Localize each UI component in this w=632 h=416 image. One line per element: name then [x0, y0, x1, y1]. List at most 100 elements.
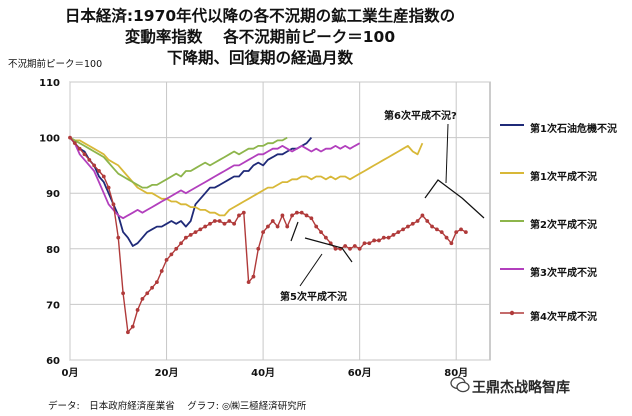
y-tick-label: 90	[46, 189, 60, 200]
series-line-1	[69, 137, 313, 247]
x-tick-label: 20月	[155, 367, 179, 379]
series-point-5	[164, 258, 169, 262]
series-point-5	[266, 224, 270, 229]
series-point-5	[121, 291, 126, 296]
series-point-5	[352, 244, 357, 248]
series-point-5	[198, 227, 203, 232]
series-point-5	[159, 269, 164, 273]
y-axis-label: 不況期前ピーク＝100	[8, 59, 103, 70]
series-point-5	[154, 280, 159, 285]
y-tick-label: 80	[46, 245, 60, 256]
series-point-5	[314, 224, 319, 229]
series-point-5	[439, 230, 444, 235]
annotation-bracket-5th	[290, 221, 353, 263]
series-point-5	[290, 213, 294, 218]
series-point-5	[97, 169, 101, 173]
series-point-5	[111, 202, 116, 207]
series-point-5	[391, 233, 396, 237]
series-point-5	[386, 235, 391, 240]
annotation-label-6th: 第6次平成不況?	[384, 111, 457, 122]
series-point-5	[256, 246, 261, 251]
series-point-5	[280, 213, 285, 218]
series-point-5	[92, 163, 97, 168]
series-point-5	[333, 246, 338, 251]
series-point-5	[319, 230, 323, 235]
series-point-5	[444, 235, 449, 240]
series-layer	[68, 135, 468, 335]
series-point-5	[101, 174, 106, 179]
series-point-5	[275, 224, 280, 229]
chart-title-line-3: 下降期、回復期の経過月数	[166, 49, 353, 67]
legend-label-4: 第3次平成不況	[530, 268, 597, 279]
source-note: データ: 日本政府経済産業省 グラフ: ◎㈱三極経済研究所	[48, 401, 307, 412]
series-point-5	[169, 252, 174, 257]
series-point-5	[430, 224, 434, 229]
chart-title-line-2: 変動率指数 各不況期前ピーク＝100	[124, 28, 396, 46]
series-point-5	[174, 246, 179, 251]
series-point-5	[343, 244, 348, 248]
series-point-5	[130, 324, 135, 329]
series-point-5	[434, 227, 439, 232]
series-point-5	[188, 233, 193, 237]
series-point-5	[454, 230, 459, 235]
series-point-5	[381, 235, 386, 240]
series-point-5	[406, 224, 410, 229]
series-point-5	[309, 216, 314, 221]
series-point-5	[145, 291, 150, 296]
series-line-3	[69, 136, 288, 189]
series-point-5	[232, 221, 237, 226]
y-tick-label: 60	[46, 356, 60, 367]
legend-swatch-3	[500, 220, 524, 222]
axis-layer: 60 70 80 90 100 110 0月 20月 40月 60月 80月	[39, 78, 468, 379]
legend-swatch-2	[500, 172, 524, 174]
y-tick-label: 100	[39, 134, 60, 145]
chart-title: 日本経済:1970年代以降の各不況期の鉱工業生産指数の 変動率指数 各不況期前ピ…	[40, 6, 480, 69]
x-tick-label: 40月	[251, 367, 275, 379]
series-point-5	[87, 157, 92, 162]
annotation-layer	[290, 123, 485, 287]
series-point-5	[377, 238, 381, 243]
x-tick-label: 0月	[62, 367, 79, 379]
series-point-5	[82, 152, 87, 157]
series-point-5	[396, 230, 401, 235]
series-point-5	[449, 241, 454, 246]
legend-label-5: 第4次平成不況	[530, 312, 597, 323]
series-point-5	[217, 219, 222, 223]
x-tick-label: 60月	[348, 367, 372, 379]
series-point-5	[304, 213, 309, 218]
series-point-5	[270, 219, 275, 223]
series-point-5	[323, 235, 328, 240]
series-point-5	[463, 230, 468, 235]
annotation-leader-6th	[445, 123, 449, 184]
series-line-2	[69, 136, 424, 217]
series-point-5	[77, 146, 82, 151]
series-line-5	[69, 137, 467, 333]
series-point-5	[285, 224, 290, 229]
legend-swatch-5	[500, 310, 524, 316]
series-point-5	[72, 141, 77, 146]
series-point-5	[193, 230, 198, 235]
y-tick-label: 110	[39, 78, 60, 89]
series-point-5	[459, 227, 463, 232]
series-point-5	[251, 274, 256, 279]
series-point-5	[362, 241, 367, 246]
legend-label-2: 第1次平成不況	[530, 172, 597, 183]
series-point-5	[237, 213, 241, 218]
series-point-5	[425, 219, 430, 223]
annotation-leader-5th	[299, 253, 323, 287]
series-point-5	[294, 210, 299, 215]
series-point-5	[116, 235, 121, 240]
legend-label-1: 第1次石油危機不況	[530, 124, 617, 135]
wechat-icon	[450, 376, 470, 393]
series-point-5	[203, 224, 208, 229]
series-point-5	[367, 241, 372, 246]
series-point-5	[246, 280, 251, 285]
legend-swatch-1	[500, 124, 524, 126]
series-point-5	[348, 246, 352, 251]
y-tick-label: 70	[46, 300, 60, 311]
series-point-5	[222, 221, 227, 226]
series-point-5	[415, 219, 420, 223]
series-point-5	[372, 238, 377, 243]
series-point-5	[357, 246, 362, 251]
